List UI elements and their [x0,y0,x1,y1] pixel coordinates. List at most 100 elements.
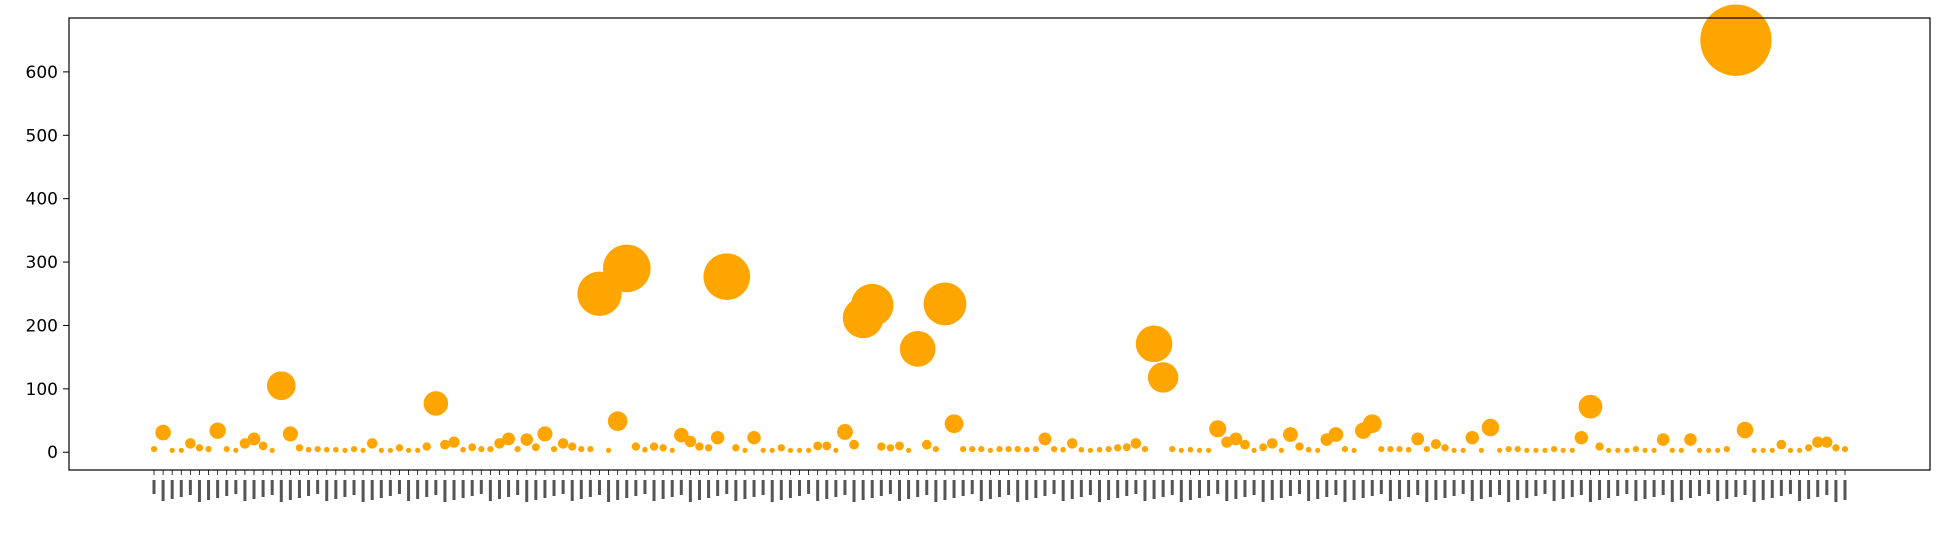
data-point [587,445,594,453]
x-tick-label-glyph [979,480,983,501]
x-tick-label-glyph [998,480,1001,497]
x-tick-label-glyph [1261,480,1265,502]
data-point [1524,447,1530,453]
data-point [1578,394,1603,419]
data-point [833,447,839,453]
x-tick-label-glyph [1070,480,1074,499]
x-tick-label-glyph [234,480,238,494]
data-point [494,438,505,449]
x-tick-label-glyph [1434,480,1438,500]
data-point [1023,446,1030,453]
x-tick-label-glyph [1598,480,1602,500]
data-point [448,436,460,448]
data-point [178,447,184,453]
x-tick-label-glyph [1661,480,1665,495]
data-point [395,444,404,452]
x-tick-label-glyph [1252,480,1256,495]
x-tick-label-glyph [1279,480,1283,498]
data-point [1135,325,1173,363]
data-point [813,441,823,451]
data-point [1642,447,1648,453]
x-tick-label-glyph [452,480,456,500]
data-point [422,442,431,451]
x-tick-label-glyph [1679,480,1683,500]
x-tick-label-glyph [1698,480,1702,496]
x-tick-label-glyph [1498,480,1502,495]
x-tick-label-glyph [970,480,974,494]
x-tick-label-glyph [379,480,383,498]
x-tick-label-glyph [661,480,665,499]
x-tick-label-glyph [1479,480,1483,499]
data-point [1514,445,1521,453]
data-point [423,391,449,416]
x-tick-label-glyph [216,480,220,498]
data-point [1481,418,1500,437]
data-point [1060,446,1066,453]
x-tick-label-glyph [197,480,201,502]
data-point [659,444,667,452]
data-point [1187,446,1194,453]
x-tick-label-glyph [843,480,847,495]
data-point [578,445,585,453]
data-point [1678,447,1684,453]
x-tick-label-glyph [1061,480,1065,501]
x-tick-label-glyph [1143,480,1147,501]
x-tick-label-glyph [816,480,820,501]
x-tick-label-glyph [988,480,992,499]
x-tick-label-glyph [552,480,556,496]
data-point [877,442,886,451]
x-tick-label-glyph [252,480,256,499]
x-tick-label-glyph [852,480,856,502]
data-point [987,447,994,453]
data-point [487,445,494,453]
x-tick-label-glyph [1034,480,1038,498]
data-point [468,443,477,452]
x-tick-label-glyph [1398,480,1402,499]
x-tick-label-glyph [1198,480,1202,498]
x-tick-label-glyph [334,480,338,499]
data-point [1423,445,1430,453]
x-tick-label-glyph [488,480,492,501]
data-point [1496,447,1503,453]
data-point [1451,447,1457,453]
x-tick-label-glyph [270,480,274,495]
data-point [405,447,412,453]
data-point [805,447,812,453]
x-tick-label-glyph [652,480,656,501]
x-tick-label-glyph [1552,480,1556,501]
data-point [247,432,261,446]
data-point [695,442,704,451]
x-tick-label-glyph [1588,480,1592,502]
data-point [1769,447,1775,453]
data-point [602,244,651,293]
x-tick-label-glyph [470,480,474,496]
x-axis [152,470,1847,502]
data-point [1776,439,1787,450]
data-point [669,447,675,453]
x-tick-label-glyph [1270,480,1274,500]
data-point [366,438,378,449]
data-point [923,282,967,326]
y-tick-label: 200 [26,316,58,336]
data-point [649,442,659,451]
x-tick-label-glyph [1052,480,1056,494]
data-point [1441,444,1449,452]
x-tick-label-glyph [879,480,883,496]
data-point [1700,4,1772,76]
data-point [1787,447,1794,453]
data-point [760,447,766,453]
data-point [333,446,339,453]
x-tick-label-glyph [1298,480,1302,494]
data-point [1130,438,1142,449]
plot-area-frame [68,17,1931,471]
data-point [1283,427,1298,442]
x-tick-label-glyph [1616,480,1620,496]
y-tick-label: 300 [26,253,58,273]
data-point [684,435,697,448]
x-tick-label-glyph [1316,480,1320,499]
data-point [520,433,534,446]
y-axis: 0 100 200 300 400 500 600 [26,63,69,463]
x-tick-label-glyph [1543,480,1547,494]
data-point [1315,447,1321,453]
